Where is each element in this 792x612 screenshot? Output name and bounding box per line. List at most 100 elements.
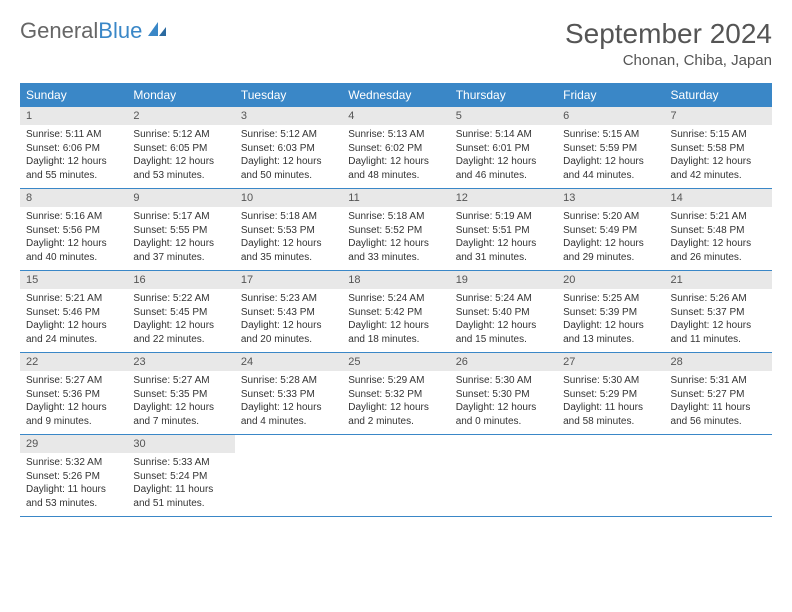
- sail-icon: [146, 18, 168, 44]
- day-cell: 23 Sunrise: 5:27 AMSunset: 5:35 PMDayligh…: [127, 353, 234, 434]
- daylight-text: Daylight: 11 hours and 58 minutes.: [563, 401, 660, 428]
- daylight-text: Daylight: 12 hours and 29 minutes.: [563, 237, 660, 264]
- day-info: Sunrise: 5:26 AMSunset: 5:37 PMDaylight:…: [665, 292, 772, 346]
- day-number: 17: [235, 271, 342, 289]
- day-number: 3: [235, 107, 342, 125]
- sunset-text: Sunset: 5:24 PM: [133, 470, 230, 484]
- dow-cell: Monday: [127, 83, 234, 107]
- day-number: 6: [557, 107, 664, 125]
- day-cell: .: [342, 435, 449, 516]
- sunrise-text: Sunrise: 5:23 AM: [241, 292, 338, 306]
- daylight-text: Daylight: 12 hours and 0 minutes.: [456, 401, 553, 428]
- sunset-text: Sunset: 6:01 PM: [456, 142, 553, 156]
- day-number: 4: [342, 107, 449, 125]
- sunrise-text: Sunrise: 5:31 AM: [671, 374, 768, 388]
- daylight-text: Daylight: 12 hours and 37 minutes.: [133, 237, 230, 264]
- sunrise-text: Sunrise: 5:20 AM: [563, 210, 660, 224]
- daylight-text: Daylight: 11 hours and 51 minutes.: [133, 483, 230, 510]
- day-number: 24: [235, 353, 342, 371]
- week-row: 8Sunrise: 5:16 AMSunset: 5:56 PMDaylight…: [20, 189, 772, 271]
- daylight-text: Daylight: 12 hours and 4 minutes.: [241, 401, 338, 428]
- sunset-text: Sunset: 5:59 PM: [563, 142, 660, 156]
- sunrise-text: Sunrise: 5:24 AM: [348, 292, 445, 306]
- sunrise-text: Sunrise: 5:14 AM: [456, 128, 553, 142]
- daylight-text: Daylight: 12 hours and 42 minutes.: [671, 155, 768, 182]
- sunrise-text: Sunrise: 5:22 AM: [133, 292, 230, 306]
- sunset-text: Sunset: 6:05 PM: [133, 142, 230, 156]
- day-info: Sunrise: 5:20 AMSunset: 5:49 PMDaylight:…: [557, 210, 664, 264]
- brand-part2: Blue: [98, 18, 142, 44]
- month-title: September 2024: [565, 18, 772, 50]
- sunset-text: Sunset: 5:33 PM: [241, 388, 338, 402]
- sunset-text: Sunset: 5:30 PM: [456, 388, 553, 402]
- day-number: 23: [127, 353, 234, 371]
- day-info: Sunrise: 5:21 AMSunset: 5:46 PMDaylight:…: [20, 292, 127, 346]
- sunset-text: Sunset: 5:58 PM: [671, 142, 768, 156]
- dow-cell: Wednesday: [342, 83, 449, 107]
- sunset-text: Sunset: 5:36 PM: [26, 388, 123, 402]
- sunrise-text: Sunrise: 5:32 AM: [26, 456, 123, 470]
- sunset-text: Sunset: 5:46 PM: [26, 306, 123, 320]
- daylight-text: Daylight: 12 hours and 22 minutes.: [133, 319, 230, 346]
- brand-logo: GeneralBlue: [20, 18, 168, 44]
- sunrise-text: Sunrise: 5:27 AM: [133, 374, 230, 388]
- day-cell: 11Sunrise: 5:18 AMSunset: 5:52 PMDayligh…: [342, 189, 449, 270]
- sunset-text: Sunset: 5:45 PM: [133, 306, 230, 320]
- daylight-text: Daylight: 12 hours and 9 minutes.: [26, 401, 123, 428]
- day-info: Sunrise: 5:28 AMSunset: 5:33 PMDaylight:…: [235, 374, 342, 428]
- sunrise-text: Sunrise: 5:28 AM: [241, 374, 338, 388]
- sunset-text: Sunset: 5:49 PM: [563, 224, 660, 238]
- day-cell: 18Sunrise: 5:24 AMSunset: 5:42 PMDayligh…: [342, 271, 449, 352]
- day-info: Sunrise: 5:12 AMSunset: 6:03 PMDaylight:…: [235, 128, 342, 182]
- sunrise-text: Sunrise: 5:19 AM: [456, 210, 553, 224]
- sunrise-text: Sunrise: 5:12 AM: [241, 128, 338, 142]
- day-cell: 9Sunrise: 5:17 AMSunset: 5:55 PMDaylight…: [127, 189, 234, 270]
- day-cell: .: [557, 435, 664, 516]
- day-cell: 3 Sunrise: 5:12 AMSunset: 6:03 PMDaylight…: [235, 107, 342, 188]
- sunrise-text: Sunrise: 5:24 AM: [456, 292, 553, 306]
- sunrise-text: Sunrise: 5:11 AM: [26, 128, 123, 142]
- sunset-text: Sunset: 5:43 PM: [241, 306, 338, 320]
- day-number: 22: [20, 353, 127, 371]
- sunset-text: Sunset: 5:29 PM: [563, 388, 660, 402]
- day-cell: 16Sunrise: 5:22 AMSunset: 5:45 PMDayligh…: [127, 271, 234, 352]
- sunrise-text: Sunrise: 5:33 AM: [133, 456, 230, 470]
- sunset-text: Sunset: 5:27 PM: [671, 388, 768, 402]
- day-info: Sunrise: 5:27 AMSunset: 5:35 PMDaylight:…: [127, 374, 234, 428]
- dow-cell: Tuesday: [235, 83, 342, 107]
- day-cell: 30 Sunrise: 5:33 AMSunset: 5:24 PMDayligh…: [127, 435, 234, 516]
- daylight-text: Daylight: 12 hours and 7 minutes.: [133, 401, 230, 428]
- daylight-text: Daylight: 12 hours and 53 minutes.: [133, 155, 230, 182]
- sunrise-text: Sunrise: 5:21 AM: [26, 292, 123, 306]
- dow-cell: Sunday: [20, 83, 127, 107]
- sunrise-text: Sunrise: 5:18 AM: [241, 210, 338, 224]
- day-info: Sunrise: 5:15 AMSunset: 5:59 PMDaylight:…: [557, 128, 664, 182]
- day-number: 19: [450, 271, 557, 289]
- day-number: 12: [450, 189, 557, 207]
- day-cell: 29Sunrise: 5:32 AMSunset: 5:26 PMDayligh…: [20, 435, 127, 516]
- daylight-text: Daylight: 12 hours and 24 minutes.: [26, 319, 123, 346]
- calendar: SundayMondayTuesdayWednesdayThursdayFrid…: [20, 83, 772, 517]
- day-cell: 25Sunrise: 5:29 AMSunset: 5:32 PMDayligh…: [342, 353, 449, 434]
- day-cell: 10Sunrise: 5:18 AMSunset: 5:53 PMDayligh…: [235, 189, 342, 270]
- day-cell: 13Sunrise: 5:20 AMSunset: 5:49 PMDayligh…: [557, 189, 664, 270]
- sunset-text: Sunset: 6:06 PM: [26, 142, 123, 156]
- day-info: Sunrise: 5:31 AMSunset: 5:27 PMDaylight:…: [665, 374, 772, 428]
- day-number: 15: [20, 271, 127, 289]
- day-cell: 21 Sunrise: 5:26 AMSunset: 5:37 PMDayligh…: [665, 271, 772, 352]
- day-number: 20: [557, 271, 664, 289]
- daylight-text: Daylight: 12 hours and 44 minutes.: [563, 155, 660, 182]
- sunset-text: Sunset: 5:55 PM: [133, 224, 230, 238]
- day-number: 21: [665, 271, 772, 289]
- week-row: 22Sunrise: 5:27 AMSunset: 5:36 PMDayligh…: [20, 353, 772, 435]
- day-cell: 17 Sunrise: 5:23 AMSunset: 5:43 PMDayligh…: [235, 271, 342, 352]
- daylight-text: Daylight: 12 hours and 20 minutes.: [241, 319, 338, 346]
- day-number: 30: [127, 435, 234, 453]
- sunset-text: Sunset: 5:37 PM: [671, 306, 768, 320]
- day-info: Sunrise: 5:18 AMSunset: 5:53 PMDaylight:…: [235, 210, 342, 264]
- daylight-text: Daylight: 12 hours and 46 minutes.: [456, 155, 553, 182]
- sunrise-text: Sunrise: 5:15 AM: [563, 128, 660, 142]
- dow-cell: Thursday: [450, 83, 557, 107]
- day-info: Sunrise: 5:32 AMSunset: 5:26 PMDaylight:…: [20, 456, 127, 510]
- dow-cell: Friday: [557, 83, 664, 107]
